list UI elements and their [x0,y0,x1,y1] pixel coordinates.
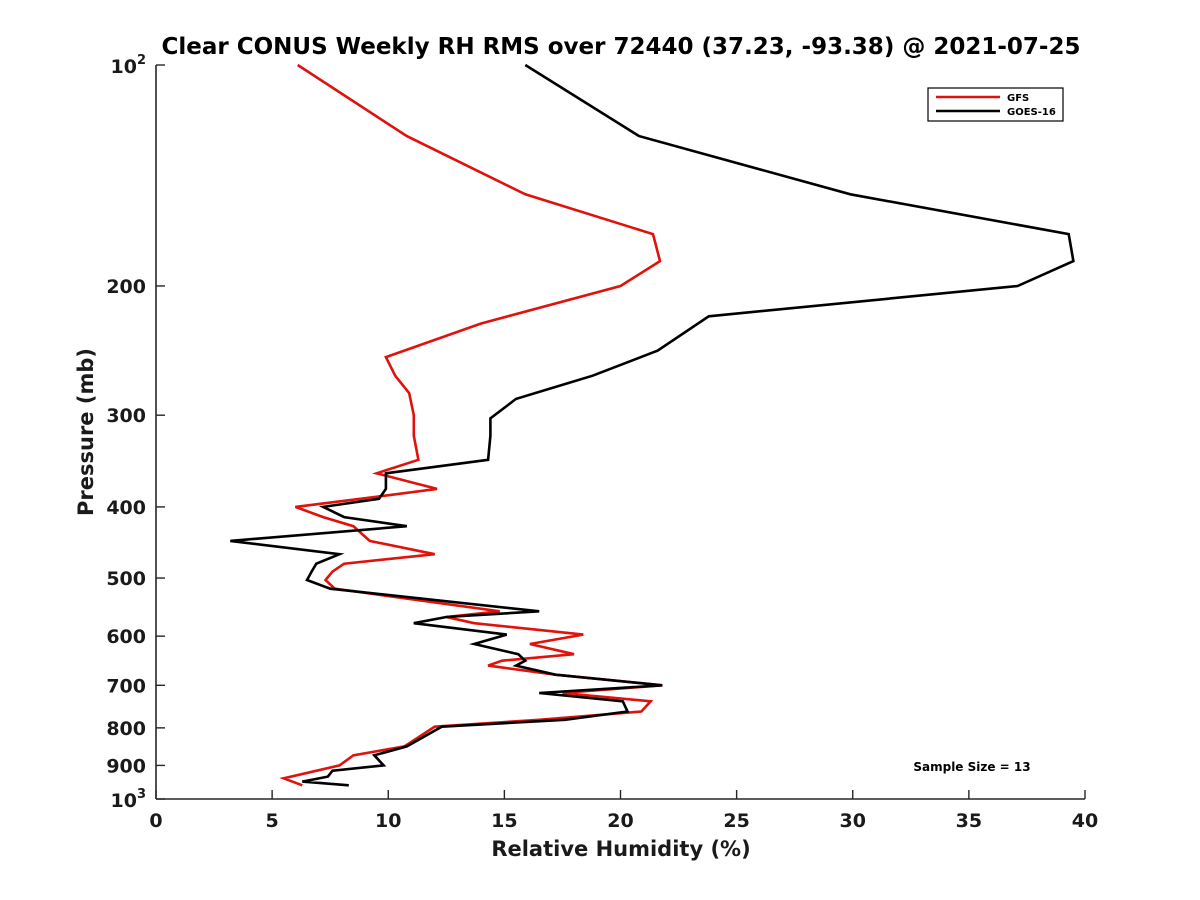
x-axis-label: Relative Humidity (%) [491,837,750,861]
y-tick-label: 400 [106,497,146,519]
x-tick-label: 10 [375,810,401,832]
legend: GFS GOES-16 [927,87,1064,122]
sample-size-annotation: Sample Size = 13 [913,760,1030,774]
legend-box [927,87,1064,122]
x-ticks: 0 5 10 15 20 25 30 35 40 [149,790,1098,832]
y-tick-label: 300 [106,405,146,427]
series-line-gfs [279,63,663,787]
x-tick-label: 15 [491,810,517,832]
legend-label-gfs: GFS [1007,93,1029,104]
x-tick-label: 35 [956,810,982,832]
x-tick-label: 25 [723,810,749,832]
y-tick-label: 500 [106,568,146,590]
chart-title: Clear CONUS Weekly RH RMS over 72440 (37… [162,34,1081,60]
y-tick-label: 600 [106,626,146,648]
x-tick-label: 5 [266,810,279,832]
x-tick-label: 40 [1072,810,1098,832]
y-axis-label: Pressure (mb) [74,348,98,516]
series-layer [230,63,1075,787]
y-tick-label: 900 [106,755,146,777]
y-tick-label: 102 [111,53,147,78]
y-tick-label: 200 [106,276,146,298]
x-tick-label: 20 [607,810,633,832]
y-tick-label: 800 [106,718,146,740]
x-tick-label: 30 [840,810,866,832]
y-tick-label: 700 [106,675,146,697]
legend-label-goes16: GOES-16 [1007,107,1056,118]
x-tick-label: 0 [149,810,162,832]
series-line-goes16 [230,63,1075,787]
y-ticks: 200 300 400 500 600 700 800 900 102 103 [106,53,165,812]
y-tick-label: 103 [111,787,147,812]
